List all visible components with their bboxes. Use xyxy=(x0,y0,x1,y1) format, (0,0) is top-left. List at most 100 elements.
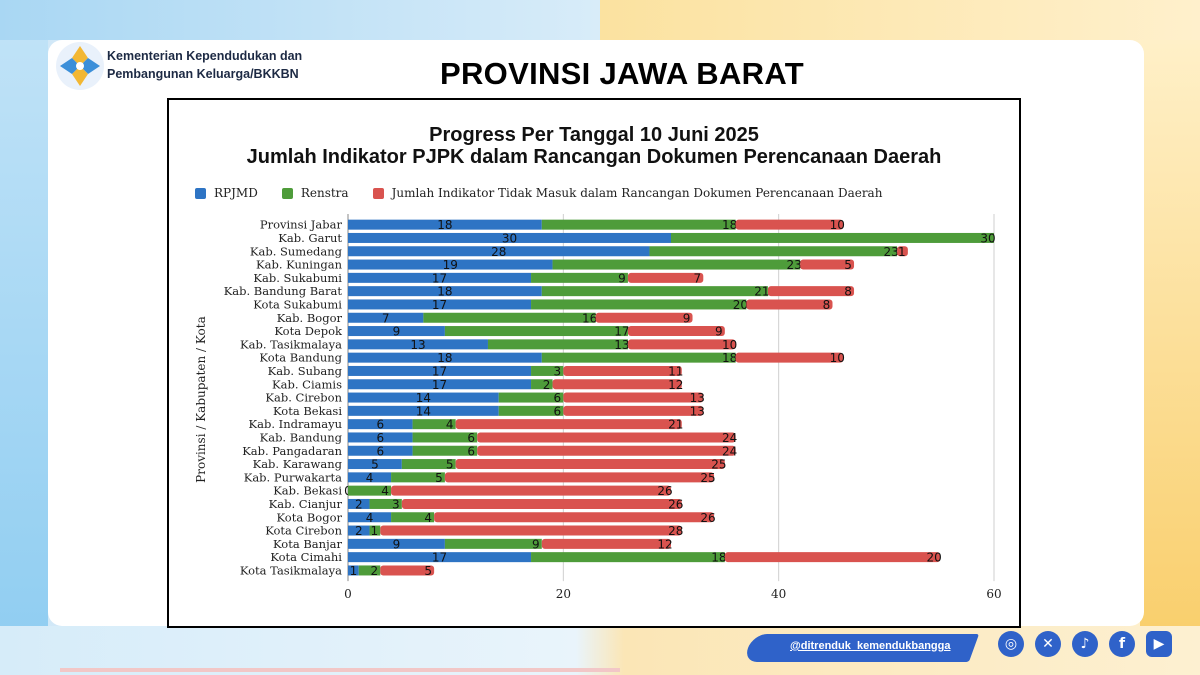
data-label: 18 xyxy=(711,551,726,565)
data-label: 19 xyxy=(443,258,458,272)
org-name-line1: Kementerian Kependudukan dan xyxy=(107,49,303,63)
category-label: Kab. Purwakarta xyxy=(244,470,342,484)
data-label: 6 xyxy=(376,431,384,445)
data-label: 26 xyxy=(668,497,683,511)
x-tick-label: 20 xyxy=(556,587,571,601)
data-label: 17 xyxy=(432,378,447,392)
bar-segment-rpjmd xyxy=(348,472,392,483)
data-label: 25 xyxy=(711,458,726,472)
bar-segment-tidak-masuk xyxy=(455,419,682,430)
data-label: 7 xyxy=(693,271,701,285)
data-label: 18 xyxy=(437,285,452,299)
category-label: Kota Cirebon xyxy=(265,524,342,538)
x-tick-label: 60 xyxy=(986,587,1001,601)
bar-segment-renstra xyxy=(444,538,542,549)
instagram-icon[interactable]: ◎ xyxy=(998,631,1024,657)
bar-segment-rpjmd xyxy=(348,565,359,576)
legend-label-rpjmd: RPJMD xyxy=(214,186,258,200)
decor-band-right xyxy=(1140,40,1200,630)
bar-segment-renstra xyxy=(412,419,456,430)
data-label: 17 xyxy=(432,364,447,378)
bar-segment-rpjmd xyxy=(348,405,499,416)
data-label: 6 xyxy=(467,431,475,445)
decor-band-left xyxy=(0,40,48,660)
bar-segment-renstra xyxy=(369,525,381,536)
bar-segment-rpjmd xyxy=(348,272,532,283)
tiktok-icon[interactable]: ♪ xyxy=(1072,631,1098,657)
bar-segment-renstra xyxy=(671,232,994,243)
bar-segment-tidak-masuk xyxy=(897,246,908,257)
org-name-line2: Pembangunan Keluarga/BKKBN xyxy=(107,67,299,81)
data-label: 28 xyxy=(491,245,506,259)
legend-swatch-tidak-masuk xyxy=(372,187,384,199)
category-label: Kota Bekasi xyxy=(273,404,342,418)
bar-segment-tidak-masuk xyxy=(477,432,736,443)
bar-segment-tidak-masuk xyxy=(767,286,855,297)
bar-segment-rpjmd xyxy=(348,538,445,549)
bar-segment-renstra xyxy=(391,512,435,523)
bar-segment-tidak-masuk xyxy=(380,565,435,576)
data-label: 26 xyxy=(657,484,672,498)
bar-segment-renstra xyxy=(531,379,553,390)
bar-segment-renstra xyxy=(423,312,596,323)
data-label: 6 xyxy=(554,404,562,418)
legend-label-renstra: Renstra xyxy=(300,186,349,200)
category-label: Kab. Tasikmalaya xyxy=(240,337,342,351)
legend-label-tidak-masuk: Jumlah Indikator Tidak Masuk dalam Ranca… xyxy=(391,186,883,200)
youtube-icon[interactable]: ▶ xyxy=(1146,631,1172,657)
bar-segment-renstra xyxy=(391,472,445,483)
bar-segment-rpjmd xyxy=(348,365,532,376)
bar-segment-rpjmd xyxy=(348,512,392,523)
category-label: Kab. Karawang xyxy=(253,457,343,471)
data-label: 24 xyxy=(722,431,737,445)
data-label: 13 xyxy=(614,338,629,352)
data-label: 8 xyxy=(823,298,831,312)
category-label: Kab. Bekasi xyxy=(273,484,342,498)
facebook-icon[interactable]: f xyxy=(1109,631,1135,657)
data-label: 6 xyxy=(467,444,475,458)
bar-segment-rpjmd xyxy=(348,339,488,350)
data-label: 5 xyxy=(371,458,379,472)
data-label: 24 xyxy=(722,444,737,458)
bar-segment-rpjmd xyxy=(348,232,671,243)
data-label: 21 xyxy=(754,285,769,299)
bar-segment-tidak-masuk xyxy=(595,312,693,323)
data-label: 4 xyxy=(366,471,374,485)
bar-segment-renstra xyxy=(531,365,564,376)
bar-segment-tidak-masuk xyxy=(541,538,671,549)
data-label: 5 xyxy=(844,258,852,272)
bar-segment-renstra xyxy=(541,286,768,297)
data-label: 3 xyxy=(554,364,562,378)
bar-segment-tidak-masuk xyxy=(401,498,682,509)
bar-segment-renstra xyxy=(348,485,392,496)
data-label: 14 xyxy=(416,404,431,418)
bar-segment-rpjmd xyxy=(348,312,424,323)
bar-segment-rpjmd xyxy=(348,459,402,470)
data-label: 6 xyxy=(376,418,384,432)
social-handle[interactable]: @ditrenduk_kemendukbangga xyxy=(790,640,951,652)
bar-segment-rpjmd xyxy=(348,299,532,310)
bar-segment-renstra xyxy=(412,432,478,443)
bar-segment-tidak-masuk xyxy=(735,219,844,230)
bar-segment-tidak-masuk xyxy=(627,339,736,350)
data-label: 20 xyxy=(927,551,942,565)
bar-segment-tidak-masuk xyxy=(627,272,704,283)
data-label: 30 xyxy=(502,231,517,245)
data-label: 23 xyxy=(787,258,802,272)
category-label: Kab. Bandung Barat xyxy=(224,284,343,298)
data-label: 17 xyxy=(432,298,447,312)
data-label: 30 xyxy=(980,231,995,245)
bar-segment-renstra xyxy=(531,272,628,283)
data-label: 9 xyxy=(393,325,401,339)
category-label: Kota Bandung xyxy=(259,351,342,365)
data-label: 20 xyxy=(733,298,748,312)
data-label: 9 xyxy=(532,537,540,551)
x-icon[interactable]: ✕ xyxy=(1035,631,1061,657)
data-label: 5 xyxy=(424,564,432,578)
data-label: 1 xyxy=(350,564,358,578)
bar-segment-renstra xyxy=(531,299,747,310)
bar-segment-tidak-masuk xyxy=(735,352,844,363)
data-label: 18 xyxy=(722,218,737,232)
bar-segment-rpjmd xyxy=(348,498,370,509)
data-label: 4 xyxy=(366,511,374,525)
